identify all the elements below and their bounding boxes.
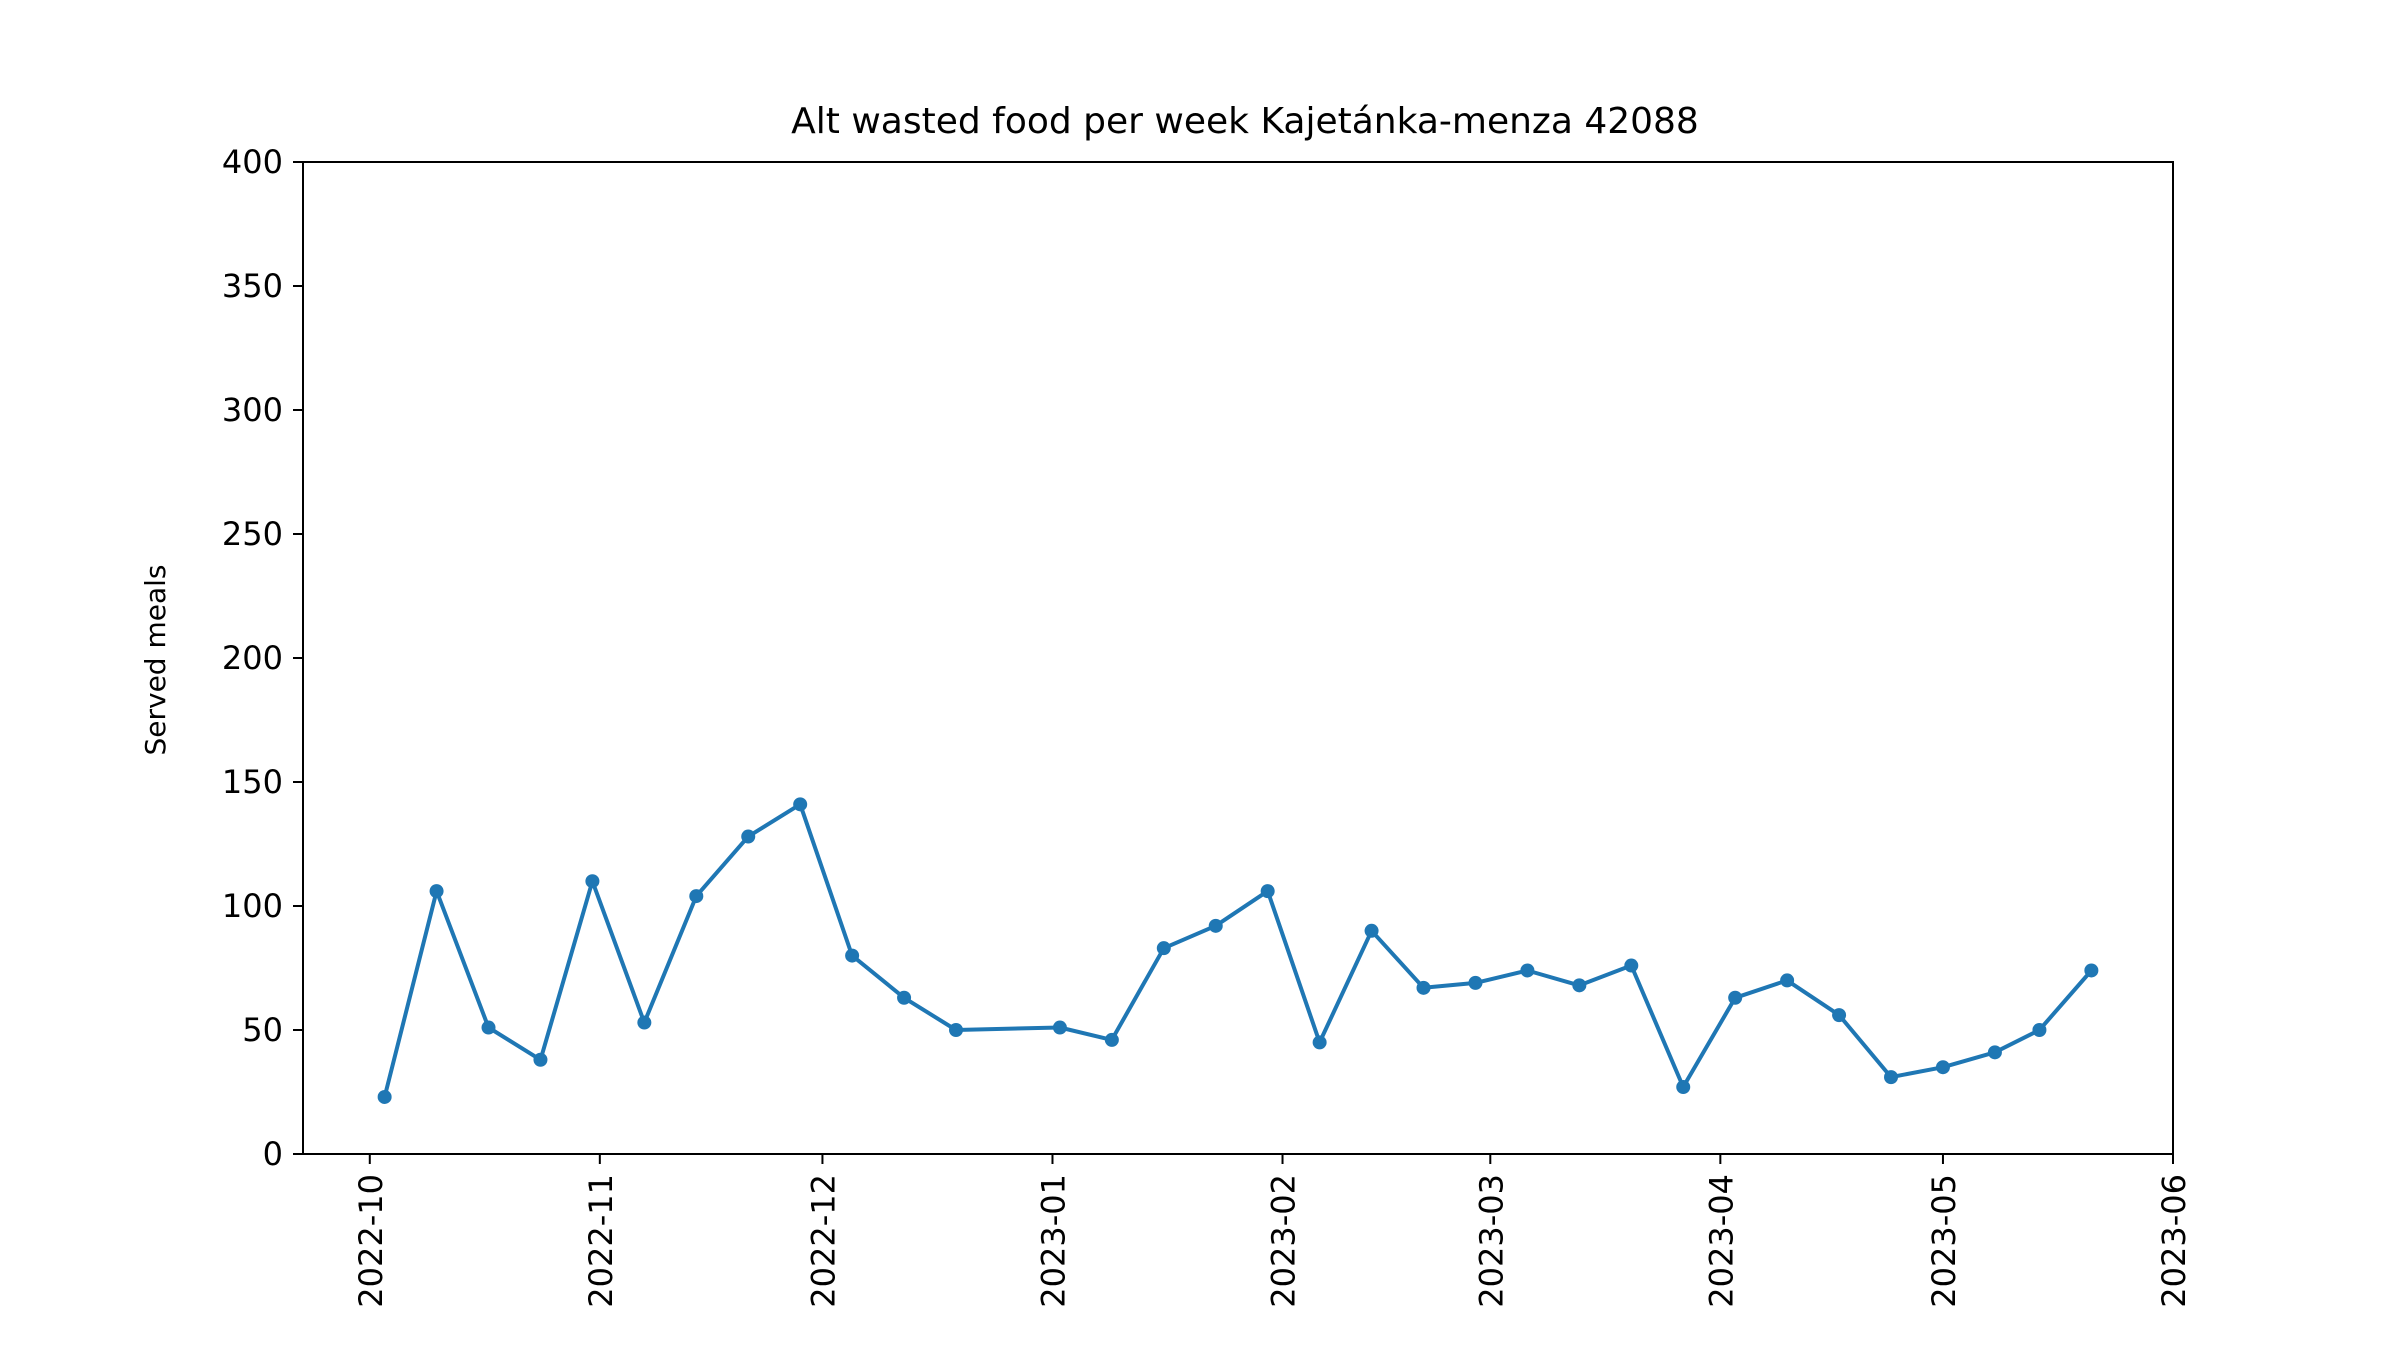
data-point <box>377 1089 392 1104</box>
data-point <box>481 1020 496 1035</box>
data-point <box>1520 963 1535 978</box>
data-point <box>1364 923 1379 938</box>
y-tick-label: 100 <box>222 887 283 925</box>
data-point <box>689 889 704 904</box>
x-tick-label: 2022-11 <box>582 1174 620 1308</box>
data-point <box>429 884 444 899</box>
data-point <box>1468 975 1483 990</box>
data-point <box>585 874 600 889</box>
data-point <box>637 1015 652 1030</box>
data-point <box>1728 990 1743 1005</box>
data-point <box>1987 1045 2002 1060</box>
data-point <box>949 1023 964 1037</box>
x-tick-label: 2022-12 <box>804 1174 842 1308</box>
data-point <box>2032 1023 2047 1037</box>
data-point <box>1935 1060 1950 1075</box>
data-point <box>741 829 756 844</box>
data-point <box>1312 1035 1327 1050</box>
data-point <box>1624 958 1639 973</box>
y-tick-label: 250 <box>222 515 283 553</box>
plot-frame <box>302 161 2174 1155</box>
plot-area: 0 50 100 150 200 250 300 350 400 2022-10 2022-11 20… <box>222 143 2193 1308</box>
x-tick-label: 2023-02 <box>1265 1174 1303 1308</box>
y-tick-label: 350 <box>222 267 283 305</box>
data-point <box>1156 941 1171 956</box>
data-point <box>1832 1008 1847 1023</box>
y-tick-label: 150 <box>222 763 283 801</box>
y-tick-label: 50 <box>242 1011 283 1049</box>
data-point <box>1260 884 1275 899</box>
x-tick-label: 2023-05 <box>1925 1174 1963 1308</box>
chart-title: Alt wasted food per week Kajetánka-menza… <box>791 101 1699 142</box>
y-tick-label: 300 <box>222 391 283 429</box>
data-point <box>1416 980 1431 995</box>
data-point <box>1676 1080 1691 1095</box>
data-point <box>845 948 860 963</box>
data-point <box>1052 1020 1067 1035</box>
y-tick-label: 0 <box>263 1135 283 1173</box>
data-point <box>533 1052 548 1067</box>
x-tick-label: 2023-04 <box>1702 1174 1740 1308</box>
data-point <box>793 797 808 812</box>
x-tick-label: 2023-03 <box>1472 1174 1510 1308</box>
x-tick-label: 2023-01 <box>1034 1174 1072 1308</box>
data-point <box>1104 1032 1119 1047</box>
data-point <box>1780 973 1795 988</box>
data-point <box>1572 978 1587 993</box>
data-point <box>897 990 912 1005</box>
y-tick-label: 400 <box>222 143 283 181</box>
x-tick-label: 2023-06 <box>2155 1174 2193 1308</box>
data-point <box>1208 918 1223 933</box>
y-axis-label: Served meals <box>139 564 172 755</box>
x-tick-label: 2022-10 <box>352 1174 390 1308</box>
data-point <box>2084 963 2099 978</box>
data-point <box>1884 1070 1899 1085</box>
y-tick-label: 200 <box>222 639 283 677</box>
